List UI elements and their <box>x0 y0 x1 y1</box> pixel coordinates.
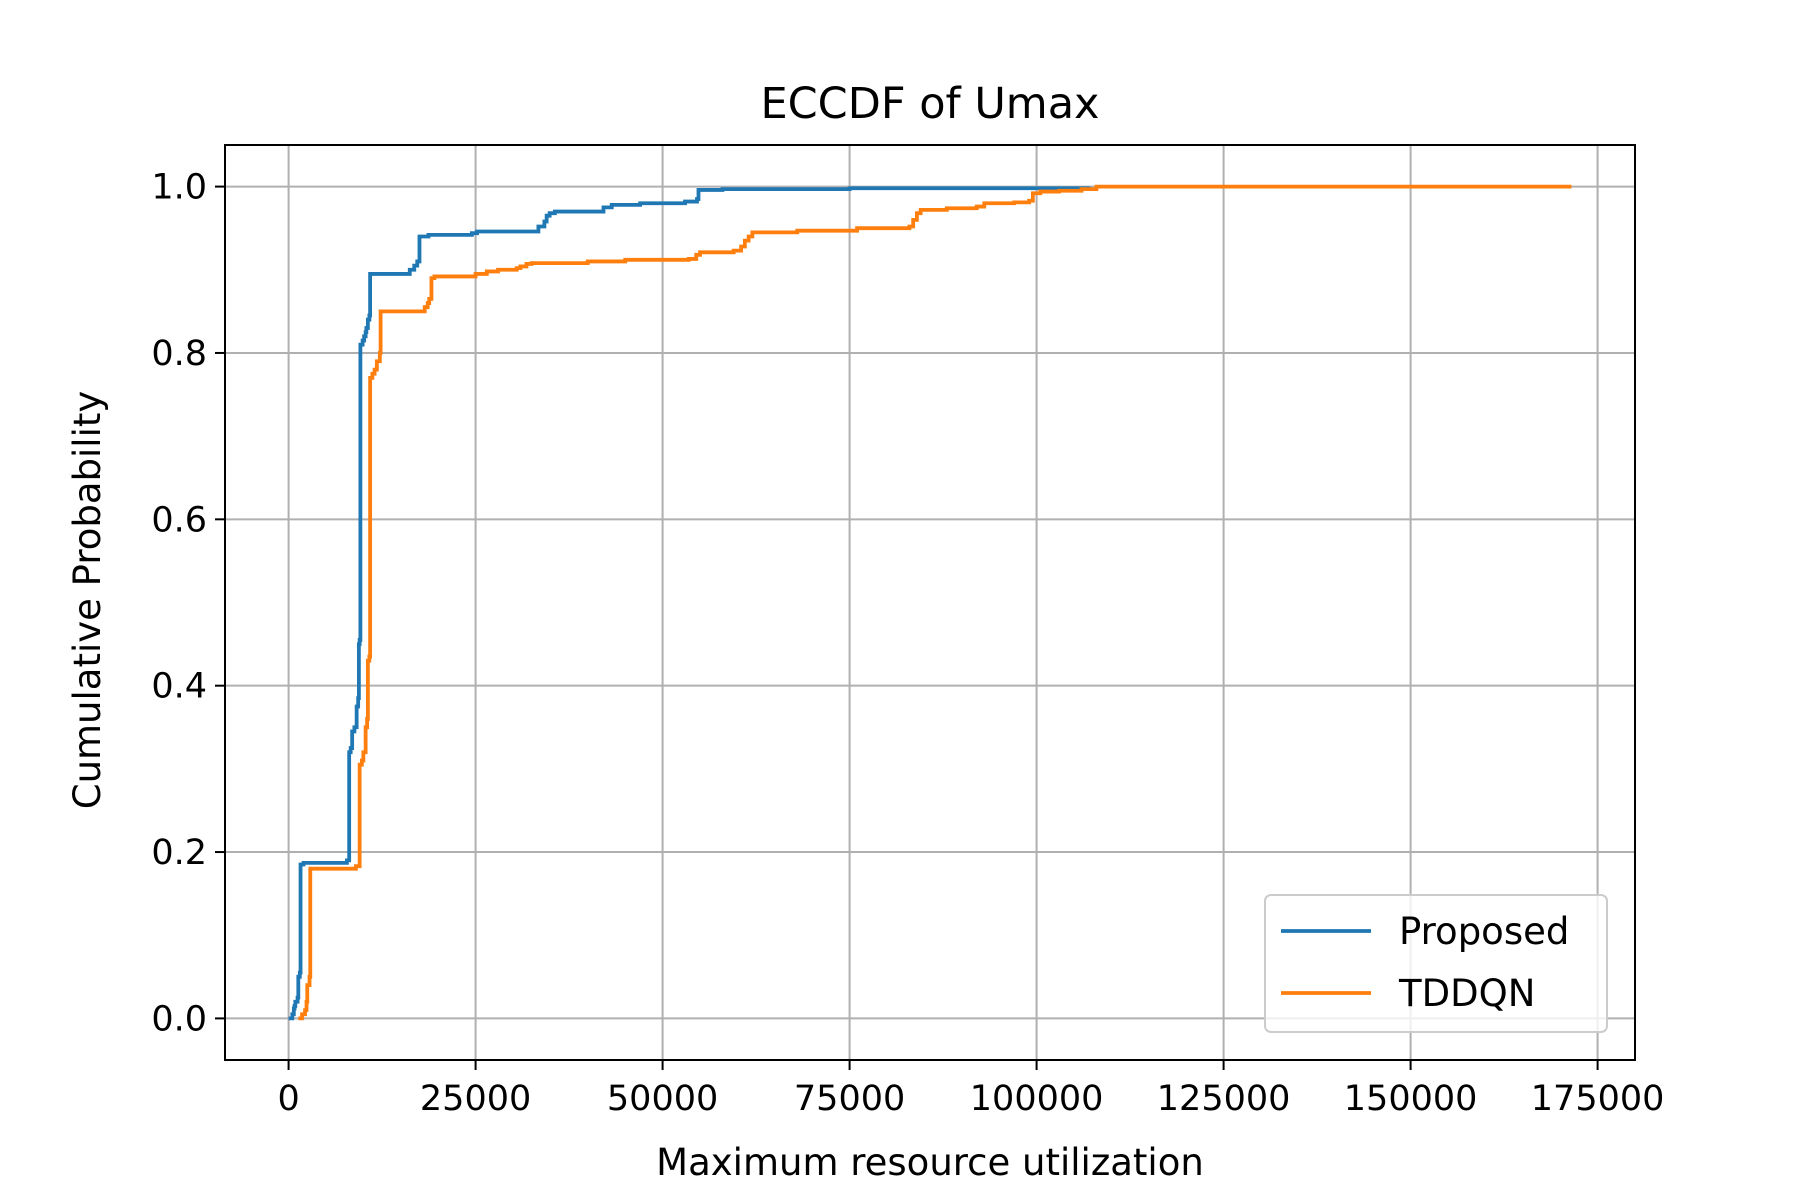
axes-frame <box>224 144 1636 1061</box>
x-tick-label: 75000 <box>794 1079 905 1119</box>
y-tick-label: 0.2 <box>151 833 207 873</box>
x-tick-label: 50000 <box>607 1079 718 1119</box>
y-axis-label: Cumulative Probability <box>66 391 109 810</box>
series-line-tddqn <box>298 184 1572 1021</box>
legend-label-proposed: Proposed <box>1399 910 1569 953</box>
legend: Proposed TDDQN <box>1264 894 1608 1033</box>
y-tick-label: 0.4 <box>151 667 207 707</box>
y-tick-label: 0.6 <box>151 500 207 540</box>
x-tick-label: 100000 <box>970 1079 1104 1119</box>
x-tick-label: 150000 <box>1344 1079 1478 1119</box>
y-tick-label: 1.0 <box>151 168 207 208</box>
plot-area: 0 25000 50000 75000 100000 125000 150000 175000… <box>151 144 1665 1119</box>
y-tick-label: 0.8 <box>151 334 207 374</box>
x-tick-label: 175000 <box>1531 1079 1665 1119</box>
x-axis-label: Maximum resource utilization <box>656 1141 1204 1184</box>
legend-label-tddqn: TDDQN <box>1398 972 1535 1015</box>
series-line-proposed <box>288 186 1091 1021</box>
x-tick-label: 125000 <box>1157 1079 1291 1119</box>
chart-title: ECCDF of Umax <box>760 79 1099 129</box>
x-tick-label: 0 <box>277 1079 299 1119</box>
x-tick-label: 25000 <box>420 1079 531 1119</box>
y-tick-label: 0.0 <box>151 999 207 1039</box>
